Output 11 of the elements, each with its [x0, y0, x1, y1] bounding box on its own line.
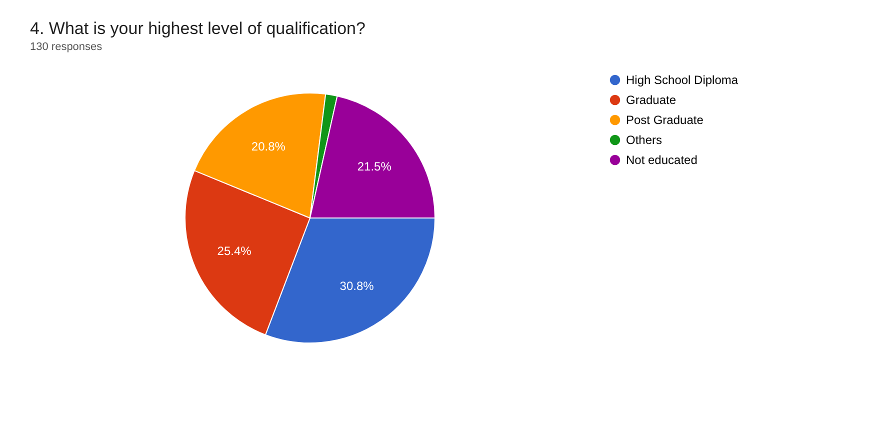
text: 130 responses: [30, 41, 103, 53]
chart-title: 4. What is your highest level of qualification?: [30, 19, 366, 38]
legend-label: Not educated: [626, 153, 698, 167]
data-label: 25.4%: [217, 244, 252, 258]
data-label: 21.5%: [357, 159, 392, 174]
data-label: 30.8%: [340, 278, 374, 293]
legend-label: Graduate: [626, 93, 676, 107]
data-label: 20.8%: [251, 140, 286, 154]
legend-label: Post Graduate: [626, 113, 704, 127]
legend-label: Others: [626, 133, 662, 147]
legend-label: High School Diploma: [626, 73, 738, 87]
